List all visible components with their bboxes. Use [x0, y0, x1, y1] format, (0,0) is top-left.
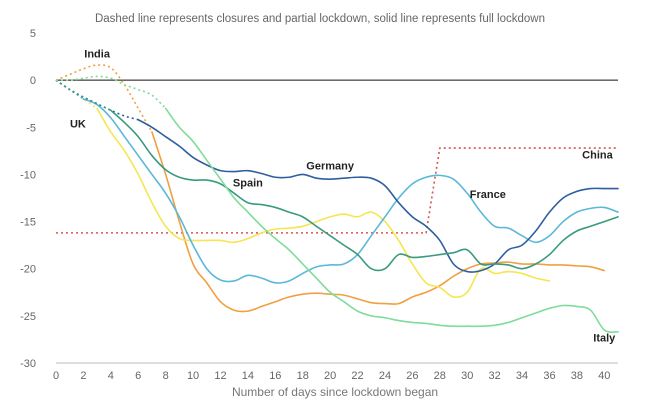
x-tick-label: 36	[543, 370, 555, 382]
country-label: Spain	[233, 178, 263, 190]
y-axis-ticks: 5 0 -5 -10 -15 -20 -25 -30	[20, 28, 36, 370]
series-layer	[55, 64, 619, 333]
x-axis-title: Number of days since lockdown began	[232, 385, 438, 399]
y-tick-label: -20	[20, 264, 36, 276]
x-tick-label: 34	[516, 370, 528, 382]
y-tick-label: -10	[20, 169, 36, 181]
series-line-uk-solid	[96, 107, 551, 299]
country-label: China	[582, 149, 613, 161]
country-label: Germany	[306, 161, 355, 173]
series-line-uk-dashed	[55, 79, 98, 110]
x-tick-label: 14	[242, 370, 254, 382]
country-labels: India UK Spain Germany France China Italy	[70, 49, 616, 345]
x-tick-label: 28	[434, 370, 446, 382]
y-tick-label: 0	[30, 75, 36, 87]
series-line-china-dashed	[56, 147, 618, 234]
country-label: India	[84, 49, 111, 61]
series-italy	[55, 75, 619, 333]
x-tick-label: 16	[269, 370, 281, 382]
y-tick-label: -15	[20, 217, 36, 229]
country-label: Italy	[593, 332, 616, 344]
series-line-france-dashed	[55, 79, 112, 112]
series-china	[56, 147, 618, 234]
x-tick-label: 4	[108, 370, 114, 382]
chart-subtitle: Dashed line represents closures and part…	[95, 13, 545, 25]
series-france	[55, 79, 619, 272]
series-india	[55, 64, 606, 313]
x-tick-label: 8	[163, 370, 169, 382]
series-germany	[55, 79, 619, 273]
x-tick-label: 20	[324, 370, 336, 382]
x-tick-label: 40	[598, 370, 610, 382]
x-tick-label: 22	[351, 370, 363, 382]
x-tick-label: 26	[406, 370, 418, 382]
x-tick-label: 10	[187, 370, 199, 382]
y-tick-label: 5	[30, 28, 36, 40]
x-tick-label: 18	[297, 370, 309, 382]
series-line-italy-dashed	[55, 75, 167, 110]
x-tick-label: 2	[80, 370, 86, 382]
series-line-india-solid	[151, 131, 606, 313]
series-line-italy-solid	[164, 107, 619, 333]
series-line-germany-solid	[137, 118, 619, 273]
country-label: UK	[70, 118, 86, 130]
x-tick-label: 32	[489, 370, 501, 382]
series-uk	[55, 79, 551, 299]
y-tick-label: -30	[20, 358, 36, 370]
country-label: France	[470, 189, 506, 201]
series-line-france-solid	[110, 109, 619, 272]
x-tick-label: 0	[53, 370, 59, 382]
x-tick-label: 30	[461, 370, 473, 382]
y-tick-label: -25	[20, 311, 36, 323]
x-axis-ticks: 0 2 4 6 8 10 12 14 16 18 20 22 24 26 28 30 32 34 36 38 40	[53, 370, 610, 382]
x-tick-label: 38	[571, 370, 583, 382]
series-line-india-dashed	[55, 64, 153, 133]
x-tick-label: 12	[214, 370, 226, 382]
x-tick-label: 6	[135, 370, 141, 382]
series-line-spain-solid	[82, 98, 619, 284]
y-tick-label: -5	[26, 122, 36, 134]
x-tick-label: 24	[379, 370, 391, 382]
